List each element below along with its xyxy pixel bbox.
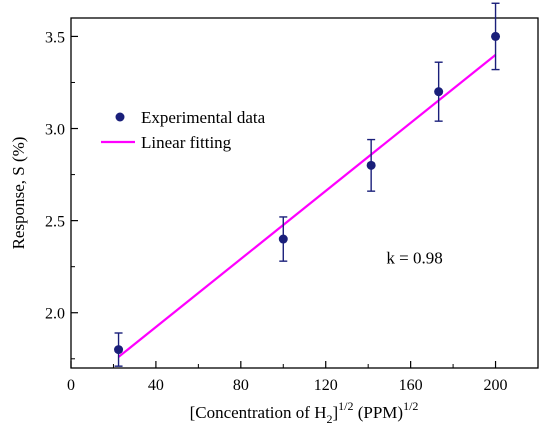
plot-frame [70,17,539,369]
y-tick-label: 2.5 [45,214,65,231]
x-tick-label: 120 [314,377,338,394]
y-tick-label: 2.0 [45,306,65,323]
x-tick-label: 0 [67,377,75,394]
x-tick-label: 160 [399,377,423,394]
data-point [434,87,444,97]
linear-fit-line [117,53,497,358]
annotation-k: k = 0.98 [386,248,442,267]
x-axis-title-superscript: 1/2 [338,399,353,413]
data-point [491,31,501,41]
series-layer [114,2,501,367]
x-axis-title-superscript: 1/2 [403,399,418,413]
y-axis-title: Response, S (%) [9,137,28,250]
data-point [366,160,376,170]
x-axis-title-subscript: 2 [326,412,332,426]
x-tick-label: 200 [484,377,508,394]
legend: Experimental data Linear fitting [101,108,266,152]
y-tick-labels: 2.0 2.5 3.0 3.5 [45,29,65,322]
y-tick-label: 3.0 [45,122,65,139]
data-point [278,234,288,244]
x-axis-title-part: (PPM) [353,403,403,422]
x-tick-label: 40 [148,377,164,394]
x-axis-title-part: [Concentration of H [190,403,327,422]
legend-label-linear: Linear fitting [141,133,232,152]
x-axis-title: [Concentration of H2]1/2 (PPM)1/2 [190,399,419,426]
axis-ticks [70,35,497,368]
data-point [114,345,124,355]
x-tick-labels: 0 40 80 120 160 200 [67,377,508,394]
x-tick-label: 80 [233,377,249,394]
x-axis-title-part: ] [332,403,338,422]
y-tick-label: 3.5 [45,29,65,46]
legend-label-experimental: Experimental data [141,108,266,127]
legend-marker-experimental [115,112,125,122]
